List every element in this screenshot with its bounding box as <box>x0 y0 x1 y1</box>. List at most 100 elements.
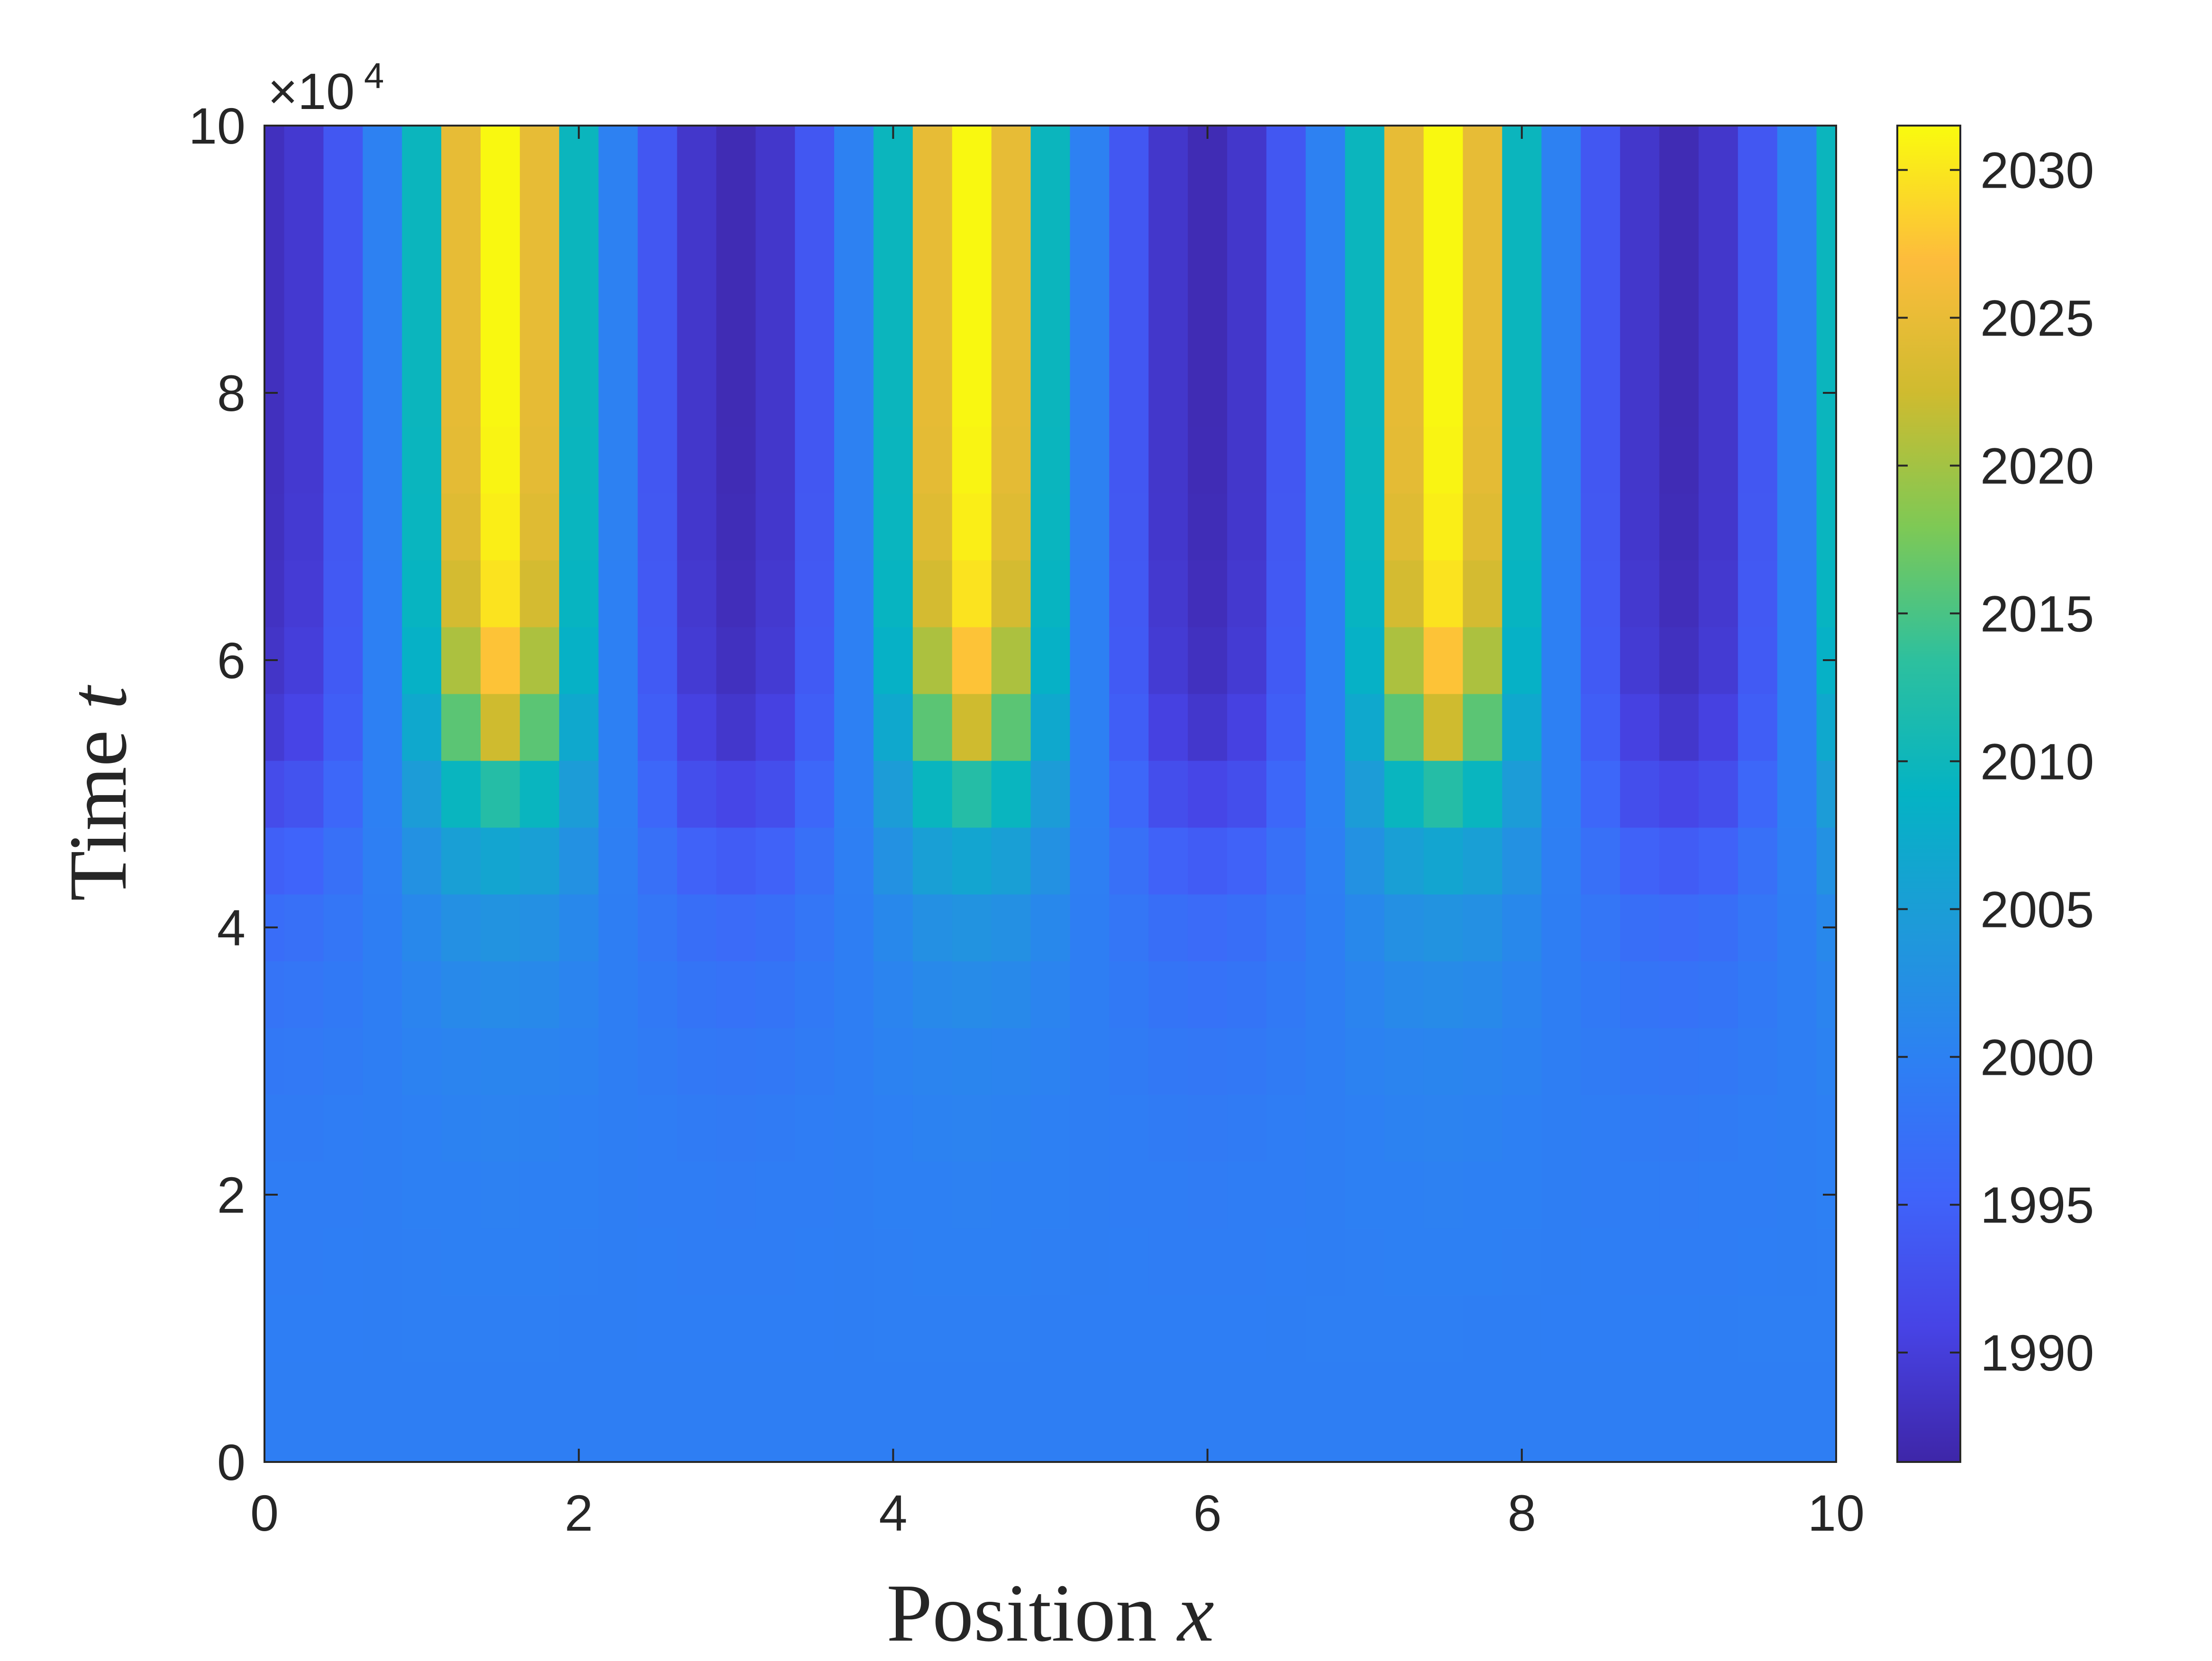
heatmap-cell <box>952 1295 992 1362</box>
heatmap-cell <box>1188 760 1228 828</box>
heatmap-cell <box>1266 894 1306 962</box>
heatmap-cell <box>716 226 756 293</box>
heatmap-cell <box>1502 693 1542 761</box>
heatmap-cell <box>1738 1094 1778 1162</box>
heatmap-cell <box>1541 626 1582 694</box>
heatmap-cell <box>991 626 1031 694</box>
heatmap-cell <box>1305 760 1346 828</box>
heatmap-cell <box>1345 693 1385 761</box>
heatmap-cell <box>441 626 481 694</box>
heatmap-cell <box>1738 894 1778 962</box>
heatmap-cell <box>1620 226 1660 293</box>
heatmap-cell <box>402 493 442 561</box>
heatmap-cell <box>284 126 324 160</box>
heatmap-cell <box>363 1228 403 1296</box>
heatmap-cell <box>1738 961 1778 1028</box>
heatmap-cell <box>323 827 364 895</box>
heatmap-cell <box>1227 560 1267 627</box>
heatmap-cell <box>756 126 796 160</box>
heatmap-cell <box>1816 226 1837 293</box>
heatmap-cell <box>1659 961 1699 1028</box>
heatmap-cell <box>991 1094 1031 1162</box>
heatmap-cell <box>1581 693 1621 761</box>
heatmap-cell <box>912 693 953 761</box>
heatmap-cell <box>1777 894 1817 962</box>
heatmap-cell <box>1581 1027 1621 1095</box>
heatmap-cell <box>1423 426 1464 494</box>
heatmap-cell <box>1698 1094 1739 1162</box>
heatmap-cell <box>1227 626 1267 694</box>
heatmap-cell <box>402 1094 442 1162</box>
heatmap-cell <box>363 560 403 627</box>
heatmap-cells <box>264 126 1837 1462</box>
heatmap-cell <box>637 961 678 1028</box>
heatmap-cell <box>1030 1161 1071 1229</box>
heatmap-cell <box>402 292 442 360</box>
heatmap-cell <box>1305 426 1346 494</box>
x-axis-label-text: Position <box>886 1567 1177 1659</box>
heatmap-cell <box>1423 894 1464 962</box>
heatmap-cell <box>363 626 403 694</box>
heatmap-cell <box>363 1094 403 1162</box>
heatmap-cell <box>1305 827 1346 895</box>
heatmap-cell <box>1698 560 1739 627</box>
heatmap-cell <box>1109 827 1149 895</box>
heatmap-cell <box>677 426 717 494</box>
heatmap-cell <box>1816 426 1837 494</box>
heatmap-cell <box>1345 1295 1385 1362</box>
heatmap-cell <box>1188 693 1228 761</box>
heatmap-cell <box>834 1161 874 1229</box>
heatmap-cell <box>912 626 953 694</box>
x-tick-label: 0 <box>250 1484 279 1542</box>
heatmap-cell <box>598 1361 638 1429</box>
heatmap-cell <box>637 493 678 561</box>
heatmap-cell <box>912 1094 953 1162</box>
heatmap-cell <box>1148 1161 1189 1229</box>
heatmap-cell <box>1816 560 1837 627</box>
heatmap-cell <box>1581 1295 1621 1362</box>
heatmap-cell <box>1345 760 1385 828</box>
heatmap-cell <box>716 1361 756 1429</box>
heatmap-cell <box>1738 126 1778 160</box>
heatmap-cell <box>1502 1161 1542 1229</box>
heatmap-cell <box>1227 1361 1267 1429</box>
heatmap-cell <box>519 226 560 293</box>
heatmap-cell <box>716 626 756 694</box>
heatmap-cell <box>402 1428 442 1462</box>
heatmap-cell <box>1070 1295 1110 1362</box>
heatmap-cell <box>834 1094 874 1162</box>
heatmap-cell <box>1030 1361 1071 1429</box>
heatmap-cell <box>264 961 285 1028</box>
heatmap-cell <box>1620 1295 1660 1362</box>
heatmap-cell <box>991 1428 1031 1462</box>
heatmap-cell <box>559 426 599 494</box>
heatmap-cell <box>1384 359 1424 427</box>
heatmap-cell <box>1305 359 1346 427</box>
heatmap-cell <box>363 827 403 895</box>
heatmap-cell <box>1345 493 1385 561</box>
heatmap-cell <box>519 560 560 627</box>
heatmap-cell <box>874 894 913 962</box>
heatmap-cell <box>1581 226 1621 293</box>
heatmap-cell <box>1423 961 1464 1028</box>
heatmap-cell <box>874 760 913 828</box>
heatmap-cell <box>481 426 520 494</box>
heatmap-cell <box>1541 1094 1582 1162</box>
heatmap-cell <box>1109 126 1149 160</box>
heatmap-cell <box>952 1161 992 1229</box>
heatmap-cell <box>756 1094 796 1162</box>
heatmap-cell <box>1188 1361 1228 1429</box>
heatmap-cell <box>952 1428 992 1462</box>
heatmap-cell <box>1109 159 1149 227</box>
heatmap-cell <box>991 1228 1031 1296</box>
heatmap-cell <box>1305 693 1346 761</box>
heatmap-cell <box>1423 292 1464 360</box>
heatmap-cell <box>1423 126 1464 160</box>
heatmap-cell <box>1423 1428 1464 1462</box>
heatmap-cell <box>834 1228 874 1296</box>
heatmap-cell <box>991 493 1031 561</box>
heatmap-cell <box>952 1027 992 1095</box>
heatmap-cell <box>1463 426 1503 494</box>
heatmap-cell <box>1109 1361 1149 1429</box>
